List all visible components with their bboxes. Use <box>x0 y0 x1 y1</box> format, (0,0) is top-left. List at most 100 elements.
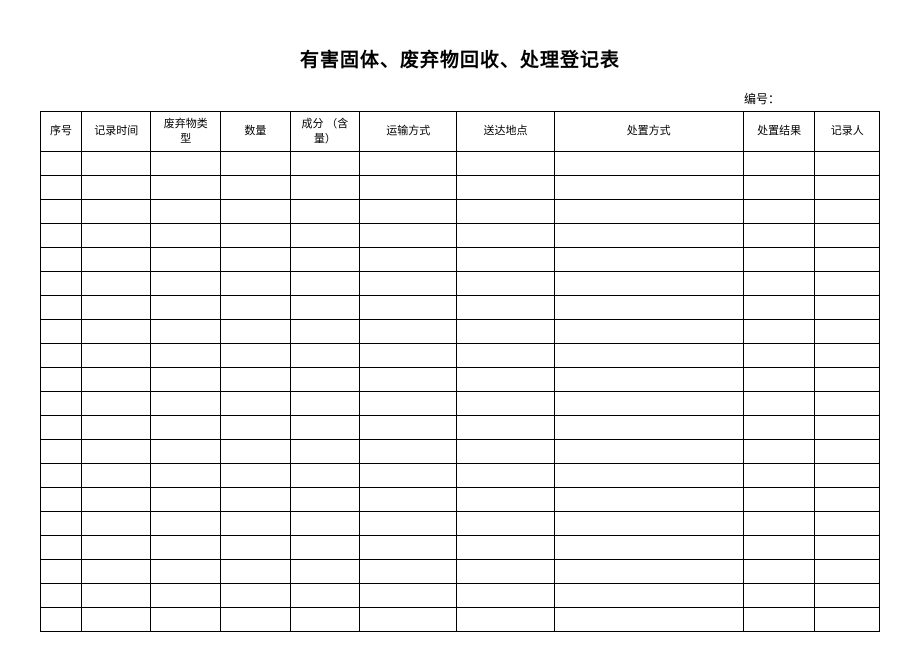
table-row <box>41 224 880 248</box>
table-row <box>41 176 880 200</box>
table-cell <box>151 224 221 248</box>
table-cell <box>815 608 880 632</box>
table-cell <box>457 224 554 248</box>
table-cell <box>743 608 815 632</box>
table-cell <box>360 368 457 392</box>
table-cell <box>457 584 554 608</box>
table-cell <box>151 560 221 584</box>
table-cell <box>41 536 82 560</box>
table-cell <box>221 536 291 560</box>
table-cell <box>743 416 815 440</box>
table-cell <box>290 416 360 440</box>
table-cell <box>815 464 880 488</box>
table-cell <box>554 608 743 632</box>
table-cell <box>360 320 457 344</box>
table-cell <box>360 536 457 560</box>
table-cell <box>815 488 880 512</box>
table-cell <box>41 152 82 176</box>
table-row <box>41 512 880 536</box>
table-cell <box>457 488 554 512</box>
table-header-cell: 废弃物类型 <box>151 112 221 152</box>
table-cell <box>81 176 151 200</box>
table-cell <box>743 200 815 224</box>
table-cell <box>815 200 880 224</box>
table-cell <box>554 368 743 392</box>
table-cell <box>815 248 880 272</box>
table-cell <box>221 416 291 440</box>
table-cell <box>290 296 360 320</box>
table-cell <box>457 248 554 272</box>
table-cell <box>290 152 360 176</box>
table-cell <box>457 440 554 464</box>
table-cell <box>81 296 151 320</box>
table-cell <box>360 152 457 176</box>
table-header-cell: 送达地点 <box>457 112 554 152</box>
table-cell <box>290 440 360 464</box>
table-cell <box>457 512 554 536</box>
table-cell <box>360 272 457 296</box>
table-cell <box>360 224 457 248</box>
table-row <box>41 392 880 416</box>
table-row <box>41 152 880 176</box>
table-cell <box>815 176 880 200</box>
table-row <box>41 416 880 440</box>
table-cell <box>815 320 880 344</box>
table-cell <box>221 152 291 176</box>
table-cell <box>151 200 221 224</box>
table-cell <box>290 224 360 248</box>
table-cell <box>221 440 291 464</box>
table-header-cell: 数量 <box>221 112 291 152</box>
table-cell <box>457 392 554 416</box>
table-cell <box>554 224 743 248</box>
table-cell <box>290 368 360 392</box>
registration-table: 序号记录时间废弃物类型数量成分 （含量）运输方式送达地点处置方式处置结果记录人 <box>40 111 880 632</box>
table-cell <box>221 200 291 224</box>
table-cell <box>41 440 82 464</box>
table-row <box>41 200 880 224</box>
table-row <box>41 560 880 584</box>
page-title: 有害固体、废弃物回收、处理登记表 <box>40 45 880 72</box>
table-cell <box>151 344 221 368</box>
table-header-row: 序号记录时间废弃物类型数量成分 （含量）运输方式送达地点处置方式处置结果记录人 <box>41 112 880 152</box>
table-cell <box>815 344 880 368</box>
table-cell <box>290 512 360 536</box>
table-cell <box>815 416 880 440</box>
table-cell <box>81 248 151 272</box>
table-cell <box>41 344 82 368</box>
table-cell <box>554 176 743 200</box>
table-cell <box>815 368 880 392</box>
table-cell <box>41 488 82 512</box>
table-cell <box>41 416 82 440</box>
table-cell <box>554 560 743 584</box>
table-cell <box>360 176 457 200</box>
table-cell <box>554 464 743 488</box>
table-cell <box>221 176 291 200</box>
table-cell <box>457 200 554 224</box>
table-cell <box>554 512 743 536</box>
table-cell <box>815 296 880 320</box>
table-cell <box>457 608 554 632</box>
table-cell <box>360 584 457 608</box>
table-cell <box>41 224 82 248</box>
table-cell <box>81 320 151 344</box>
table-cell <box>81 392 151 416</box>
table-cell <box>81 224 151 248</box>
table-cell <box>554 416 743 440</box>
table-header-cell: 成分 （含量） <box>290 112 360 152</box>
table-cell <box>743 320 815 344</box>
table-cell <box>81 344 151 368</box>
table-cell <box>41 320 82 344</box>
table-cell <box>221 608 291 632</box>
table-cell <box>151 296 221 320</box>
table-cell <box>360 200 457 224</box>
table-cell <box>151 176 221 200</box>
table-row <box>41 536 880 560</box>
table-cell <box>457 344 554 368</box>
table-row <box>41 584 880 608</box>
table-row <box>41 608 880 632</box>
table-cell <box>81 152 151 176</box>
table-cell <box>151 392 221 416</box>
table-cell <box>743 176 815 200</box>
table-cell <box>81 440 151 464</box>
table-cell <box>41 584 82 608</box>
